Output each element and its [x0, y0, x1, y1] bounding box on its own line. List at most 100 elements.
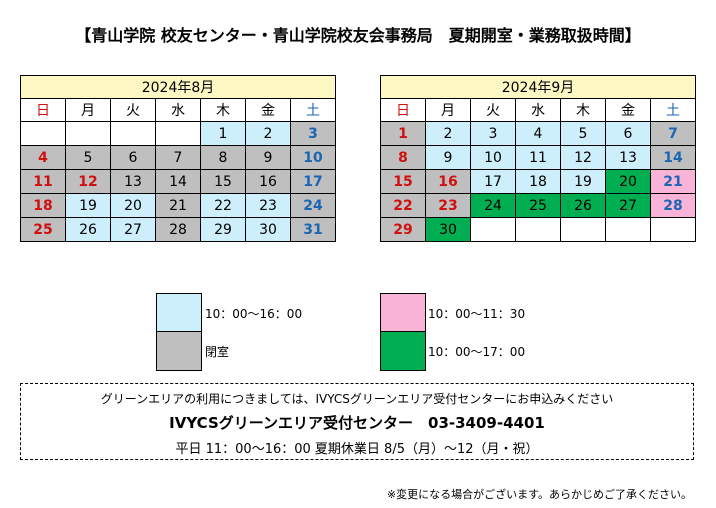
- september-month-header: 2024年9月: [380, 75, 696, 99]
- info-line-usage: グリーンエリアの利用につきましては、IVYCSグリーンエリア受付センターにお申込…: [100, 392, 614, 406]
- september-day-cell: 18: [515, 169, 561, 194]
- august-day-cell: 29: [200, 217, 246, 242]
- august-day-cell: 21: [155, 193, 201, 218]
- legend-swatch-gray: [156, 331, 202, 371]
- september-day-cell: 5: [560, 121, 606, 146]
- august-day-cell: 12: [65, 169, 111, 194]
- september-day-cell: 9: [425, 145, 471, 170]
- august-weekday-header: 月: [65, 98, 111, 122]
- legend-swatch-green: [380, 331, 426, 371]
- september-day-cell: 24: [470, 193, 516, 218]
- august-weekday-header: 土: [290, 98, 336, 122]
- august-weekday-header: 木: [200, 98, 246, 122]
- legend-label-blue: 10：00～16：00: [205, 307, 303, 321]
- august-day-cell: 25: [20, 217, 66, 242]
- september-day-cell: 22: [380, 193, 426, 218]
- september-day-cell: 15: [380, 169, 426, 194]
- august-day-cell: 5: [65, 145, 111, 170]
- august-weekday-header: 火: [110, 98, 156, 122]
- august-day-cell: 1: [200, 121, 246, 146]
- september-day-cell: 3: [470, 121, 516, 146]
- august-day-cell: [155, 121, 201, 146]
- september-day-cell: 30: [425, 217, 471, 242]
- august-day-cell: 24: [290, 193, 336, 218]
- august-day-cell: 27: [110, 217, 156, 242]
- september-day-cell: 1: [380, 121, 426, 146]
- august-day-cell: 10: [290, 145, 336, 170]
- page-title: 【青山学院 校友センター・青山学院校友会事務局 夏期開室・業務取扱時間】: [75, 26, 641, 45]
- september-weekday-header: 土: [650, 98, 696, 122]
- september-day-cell: 20: [605, 169, 651, 194]
- august-day-cell: 8: [200, 145, 246, 170]
- contact-info-box: グリーンエリアの利用につきましては、IVYCSグリーンエリア受付センターにお申込…: [20, 383, 694, 460]
- august-day-cell: 19: [65, 193, 111, 218]
- september-weekday-header: 木: [560, 98, 606, 122]
- legend-label-pink: 10：00～11：30: [428, 307, 526, 321]
- august-day-cell: 7: [155, 145, 201, 170]
- september-day-cell: 10: [470, 145, 516, 170]
- september-weekday-header: 水: [515, 98, 561, 122]
- september-day-cell: 27: [605, 193, 651, 218]
- info-line-hours: 平日 11：00～16：00 夏期休業日 8/5（月）～12（月・祝）: [175, 442, 539, 457]
- september-day-cell: [470, 217, 516, 242]
- september-day-cell: [650, 217, 696, 242]
- legend-swatch-blue: [156, 293, 202, 333]
- august-day-cell: 3: [290, 121, 336, 146]
- september-day-cell: 25: [515, 193, 561, 218]
- september-day-cell: 28: [650, 193, 696, 218]
- august-day-cell: 4: [20, 145, 66, 170]
- disclaimer-note: ※変更になる場合がございます。あらかじめご了承ください。: [386, 488, 692, 501]
- august-day-cell: 13: [110, 169, 156, 194]
- august-day-cell: 2: [245, 121, 291, 146]
- calendar-september: 2024年9月日月火水木金土 1 2 3 4 5 6 7 8 9 10 11 12 13 14 15 16 17 1…: [380, 75, 696, 242]
- august-day-cell: 26: [65, 217, 111, 242]
- august-day-cell: 28: [155, 217, 201, 242]
- august-day-cell: 31: [290, 217, 336, 242]
- september-day-cell: 14: [650, 145, 696, 170]
- september-day-cell: 21: [650, 169, 696, 194]
- august-day-cell: 16: [245, 169, 291, 194]
- calendar-august: 2024年8月日月火水木金土 1 2 3 4 5 6 7 8 9 10 11 12 13 14 15 16 17 1…: [20, 75, 336, 242]
- august-day-cell: 30: [245, 217, 291, 242]
- september-day-cell: [605, 217, 651, 242]
- september-day-cell: 26: [560, 193, 606, 218]
- september-weekday-header: 月: [425, 98, 471, 122]
- august-day-cell: 23: [245, 193, 291, 218]
- september-day-cell: 16: [425, 169, 471, 194]
- september-day-cell: 17: [470, 169, 516, 194]
- august-day-cell: [110, 121, 156, 146]
- august-weekday-header: 日: [20, 98, 66, 122]
- info-line-phone: IVYCSグリーンエリア受付センター 03-3409-4401: [169, 414, 545, 432]
- august-day-cell: [65, 121, 111, 146]
- september-weekday-header: 金: [605, 98, 651, 122]
- august-day-cell: 14: [155, 169, 201, 194]
- september-day-cell: 4: [515, 121, 561, 146]
- september-weekday-header: 火: [470, 98, 516, 122]
- september-day-cell: 11: [515, 145, 561, 170]
- august-day-cell: 20: [110, 193, 156, 218]
- september-day-cell: 13: [605, 145, 651, 170]
- september-day-cell: 23: [425, 193, 471, 218]
- august-weekday-header: 水: [155, 98, 201, 122]
- legend-label-green: 10：00～17：00: [428, 345, 526, 359]
- september-day-cell: 29: [380, 217, 426, 242]
- august-day-cell: 9: [245, 145, 291, 170]
- september-day-cell: 2: [425, 121, 471, 146]
- august-day-cell: 15: [200, 169, 246, 194]
- august-month-header: 2024年8月: [20, 75, 336, 99]
- august-day-cell: 6: [110, 145, 156, 170]
- legend-swatch-pink: [380, 293, 426, 333]
- august-weekday-header: 金: [245, 98, 291, 122]
- august-day-cell: 11: [20, 169, 66, 194]
- september-day-cell: 7: [650, 121, 696, 146]
- september-day-cell: [560, 217, 606, 242]
- legend-label-gray: 閉室: [205, 345, 230, 359]
- august-day-cell: 18: [20, 193, 66, 218]
- september-day-cell: 6: [605, 121, 651, 146]
- september-day-cell: 19: [560, 169, 606, 194]
- september-day-cell: 8: [380, 145, 426, 170]
- august-day-cell: 22: [200, 193, 246, 218]
- august-day-cell: 17: [290, 169, 336, 194]
- september-weekday-header: 日: [380, 98, 426, 122]
- september-day-cell: 12: [560, 145, 606, 170]
